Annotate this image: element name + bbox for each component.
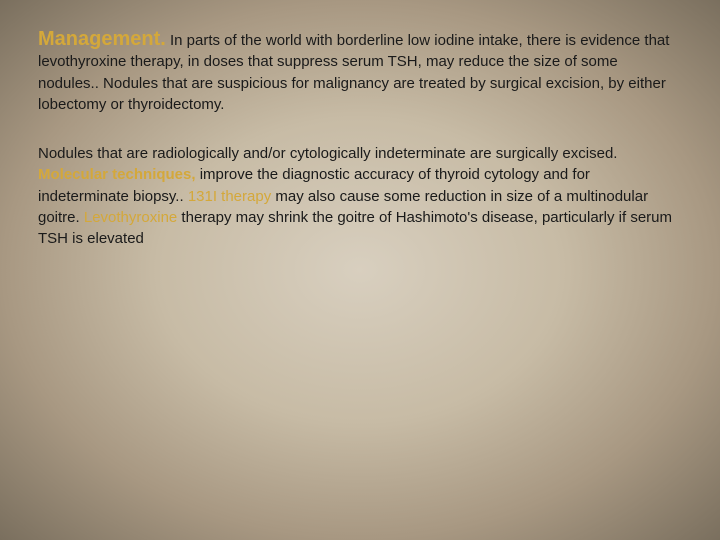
paragraph-2: Nodules that are radiologically and/or c… [38, 143, 682, 249]
highlight-131i-therapy: 131I therapy [188, 188, 276, 205]
paragraph-1: Management. In parts of the world with b… [38, 28, 682, 115]
paragraph-2-text-a: Nodules that are radiologically and/or c… [38, 145, 617, 162]
highlight-levothyroxine: Levothyroxine [84, 209, 177, 226]
heading-management: Management. [38, 28, 166, 50]
highlight-molecular-techniques: Molecular techniques, [38, 166, 196, 183]
